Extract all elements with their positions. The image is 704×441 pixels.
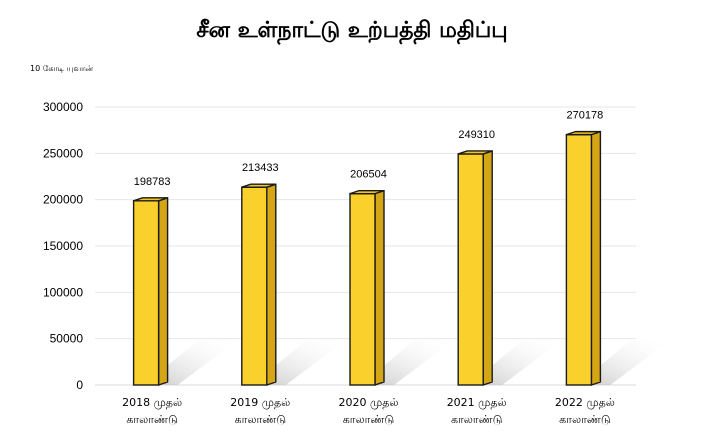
y-tick-label: 0 [76, 378, 83, 392]
bar-top-face [132, 197, 169, 202]
bar-side-face [266, 183, 277, 386]
data-label: 270178 [567, 110, 604, 122]
data-label: 198783 [134, 176, 171, 188]
data-label: 206504 [350, 169, 387, 181]
bar [565, 133, 593, 386]
bar-top-face [457, 150, 493, 155]
bar [241, 186, 268, 386]
bar [349, 192, 376, 386]
data-label: 213433 [242, 162, 279, 174]
x-tick-label: காலாண்டு [126, 413, 177, 426]
x-tick-label: 2021 முதல் [447, 396, 507, 409]
y-tick-label: 150000 [43, 239, 83, 253]
bar-top-face [565, 130, 602, 136]
data-label: 249310 [458, 129, 495, 141]
bar-top-face [241, 183, 277, 188]
bar-top-face [349, 189, 385, 195]
y-tick-label: 100000 [43, 285, 83, 299]
bar [457, 153, 484, 386]
y-axis-unit-label: 10 கோடி யுவான் [30, 64, 94, 73]
x-tick-label: காலாண்டு [559, 413, 610, 426]
y-tick-label: 50000 [50, 332, 84, 346]
y-tick-label: 200000 [43, 193, 83, 207]
chart-title: சீன உள்நாட்டு உற்பத்தி மதிப்பு [196, 18, 508, 43]
x-tick-label: 2020 முதல் [338, 396, 398, 409]
x-tick-label: 2019 முதல் [230, 396, 290, 409]
y-tick-label: 250000 [43, 146, 83, 160]
bar-side-face [482, 150, 493, 386]
y-tick-label: 300000 [43, 100, 83, 114]
bar-side-face [157, 197, 169, 386]
bar-side-face [374, 189, 385, 386]
x-tick-label: 2018 முதல் [122, 396, 182, 409]
bar [132, 200, 160, 386]
x-tick-label: காலாண்டு [235, 413, 286, 426]
bar-side-face [590, 130, 602, 386]
x-tick-label: காலாண்டு [343, 413, 394, 426]
x-tick-label: 2022 முதல் [555, 396, 615, 409]
x-tick-label: காலாண்டு [451, 413, 502, 426]
